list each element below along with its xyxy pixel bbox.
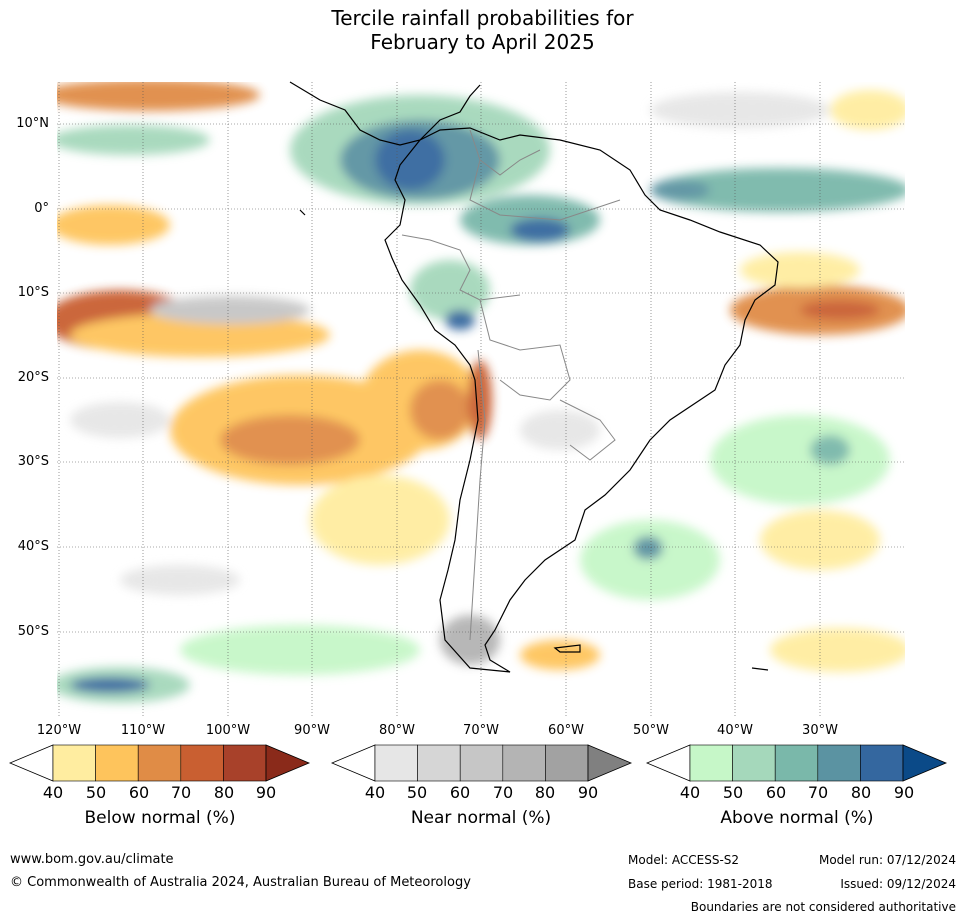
footer-model-run: Model run: 07/12/2024 — [818, 853, 956, 867]
field-below-west — [70, 313, 330, 357]
south-georgia — [751, 667, 769, 671]
footer-website: www.bom.gov.au/climate — [10, 852, 174, 867]
field-below-andes — [468, 360, 492, 440]
field-above-sw-core — [70, 677, 150, 693]
colorbar-tick: 80 — [213, 783, 235, 802]
lat-label: 0° — [34, 201, 49, 216]
field-above-sa-east-core — [810, 435, 850, 465]
graticule — [57, 82, 905, 716]
title-line-2: February to April 2025 — [370, 30, 595, 54]
colorbar-near-title: Near normal (%) — [410, 808, 552, 828]
lon-label: 60°W — [548, 723, 584, 738]
field-above-amazon-core — [510, 218, 570, 242]
field-below-east-strong — [800, 300, 880, 320]
field-near-north — [650, 92, 830, 128]
lon-label: 30°W — [802, 723, 838, 738]
field-above-south-atlantic — [580, 520, 720, 600]
colorbar-tick: 40 — [42, 783, 64, 802]
border-uruguay — [559, 399, 616, 461]
map-title: Tercile rainfall probabilities for Febru… — [0, 6, 965, 54]
border-colombia-venezuela — [469, 129, 541, 176]
lon-label: 80°W — [379, 723, 415, 738]
colorbar-tick: 40 — [679, 783, 701, 802]
colorbar-tick: 50 — [722, 783, 744, 802]
south-america-coast — [384, 127, 779, 673]
colorbar-above-title: Above normal (%) — [720, 808, 874, 828]
galapagos — [299, 209, 306, 216]
falkland-islands — [553, 644, 581, 653]
lat-label: 10°S — [17, 285, 49, 300]
country-borders — [401, 129, 621, 641]
field-below-se — [760, 510, 880, 570]
lon-label: 100°W — [205, 723, 251, 738]
footer-issued: Issued: 09/12/2024 — [840, 877, 956, 891]
field-above-nw — [57, 125, 210, 155]
lat-label: 40°S — [17, 539, 49, 554]
border-chile-argentina — [469, 349, 486, 641]
field-above-atlantic — [650, 168, 905, 212]
central-america-coast — [289, 81, 481, 146]
field-below-south — [310, 475, 450, 565]
lat-label: 10°N — [16, 116, 49, 131]
border-bolivia-paraguay — [479, 299, 571, 401]
field-above-north-core — [375, 130, 445, 190]
field-above-south-atlantic-core — [633, 536, 663, 560]
field-above-atlantic-core — [650, 180, 710, 200]
field-above-peru-core — [445, 310, 475, 330]
field-below-far-se — [770, 628, 905, 672]
colorbar-tick: 60 — [765, 783, 787, 802]
colorbar-below-title: Below normal (%) — [84, 808, 236, 828]
lon-label: 50°W — [633, 723, 669, 738]
field-below-ne — [830, 90, 905, 130]
colorbar-tick: 70 — [170, 783, 192, 802]
field-above-sa-east — [710, 415, 890, 505]
lat-label: 50°S — [17, 624, 49, 639]
lat-label: 30°S — [17, 454, 49, 469]
footer-copyright: © Commonwealth of Australia 2024, Austra… — [10, 875, 471, 890]
colorbar-tick: 70 — [807, 783, 829, 802]
field-below-west-2 — [57, 205, 170, 245]
colorbar-tick: 90 — [255, 783, 277, 802]
lon-label: 40°W — [717, 723, 753, 738]
probability-fields — [57, 82, 905, 703]
footer-base-period: Base period: 1981-2018 — [628, 877, 773, 891]
colorbar-tick: 60 — [128, 783, 150, 802]
colorbar-tick: 60 — [449, 783, 471, 802]
lon-label: 70°W — [463, 723, 499, 738]
field-near-sw — [120, 565, 240, 595]
colorbar-tick: 40 — [364, 783, 386, 802]
field-below-north — [57, 82, 260, 111]
lon-label: 120°W — [36, 723, 82, 738]
field-below-east-2 — [740, 252, 860, 288]
footer-model: Model: ACCESS-S2 — [628, 853, 740, 867]
title-line-1: Tercile rainfall probabilities for — [331, 6, 634, 30]
colorbar-tick: 80 — [850, 783, 872, 802]
colorbar-tick: 70 — [492, 783, 514, 802]
field-near-south-america — [520, 410, 600, 450]
border-brazil-north — [469, 159, 621, 221]
footer-boundaries-note: Boundaries are not considered authoritat… — [690, 900, 956, 914]
lon-label: 90°W — [294, 723, 330, 738]
field-above-peru — [410, 260, 490, 320]
colorbar-tick: 80 — [534, 783, 556, 802]
field-below-chile-strong — [410, 380, 470, 440]
colorbar-tick: 90 — [893, 783, 915, 802]
field-near-west-2 — [70, 402, 170, 438]
lon-label: 110°W — [120, 723, 166, 738]
lat-label: 20°S — [17, 370, 49, 385]
colorbar-tick: 50 — [406, 783, 428, 802]
coastline — [289, 81, 779, 673]
field-below-falklands — [520, 640, 600, 670]
field-near-west — [150, 296, 310, 324]
field-below-central-strong — [220, 415, 360, 465]
colorbar-tick: 50 — [85, 783, 107, 802]
colorbar-tick: 90 — [577, 783, 599, 802]
field-above-south — [180, 625, 420, 675]
